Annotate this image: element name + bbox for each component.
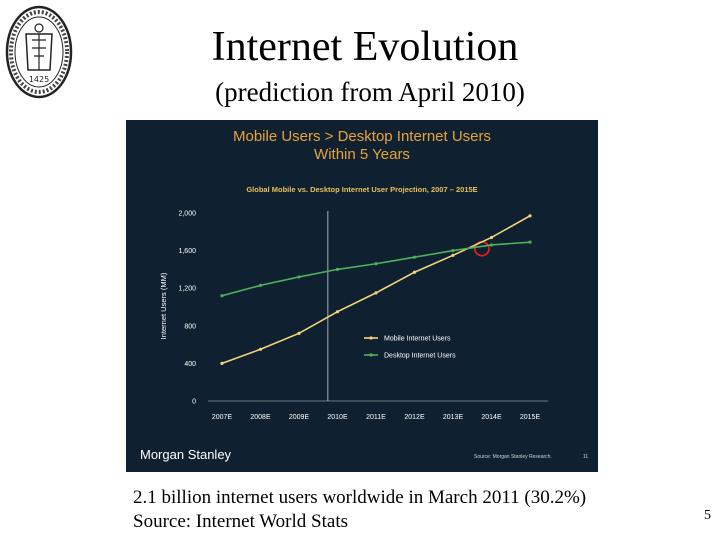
data-point — [335, 310, 340, 314]
data-point — [297, 275, 301, 279]
footer-source: Source: Internet World Stats — [133, 511, 348, 532]
panel-headline-line1: Mobile Users > Desktop Internet Users — [233, 128, 491, 145]
slide-ref: 11 — [583, 454, 588, 460]
data-point — [451, 249, 455, 253]
data-point — [489, 235, 494, 240]
legend-marker — [369, 353, 373, 357]
data-point — [412, 255, 417, 259]
x-tick-label: 2008E — [250, 414, 271, 421]
x-tick-label: 2011E — [366, 414, 386, 421]
university-seal: 1425 — [5, 5, 73, 99]
data-point — [258, 283, 263, 287]
y-tick-label: 1,200 — [178, 286, 196, 293]
legend-label: Desktop Internet Users — [384, 353, 456, 360]
brand-logo-text: Morgan Stanley — [140, 447, 232, 462]
data-point — [374, 291, 378, 295]
x-tick-label: 2012E — [404, 414, 425, 421]
data-point — [412, 270, 417, 274]
data-point — [297, 331, 301, 335]
slide-subtitle: (prediction from April 2010) — [215, 77, 525, 107]
y-tick-label: 2,000 — [178, 211, 196, 218]
data-point — [220, 361, 224, 365]
legend-marker — [369, 336, 373, 340]
data-point — [335, 267, 340, 271]
source-note: Source: Morgan Stanley Research. — [474, 454, 552, 460]
x-tick-label: 2014E — [481, 414, 502, 421]
data-point — [374, 262, 378, 266]
slide-title: Internet Evolution — [211, 24, 519, 70]
x-tick-label: 2013E — [443, 414, 464, 421]
y-axis-label: Internet Users (MM) — [159, 272, 168, 339]
y-tick-label: 0 — [192, 399, 196, 406]
x-tick-label: 2015E — [520, 414, 541, 421]
seal-year: 1425 — [29, 75, 49, 84]
footer-stat-note: 2.1 billion internet users worldwide in … — [133, 487, 587, 508]
page-number: 5 — [704, 508, 711, 523]
data-point — [528, 240, 532, 244]
y-tick-label: 400 — [184, 361, 196, 368]
y-tick-label: 1,600 — [178, 248, 196, 255]
data-point — [451, 253, 455, 257]
chart-svg: Mobile Users > Desktop Internet Users Wi… — [140, 128, 588, 462]
chart-panel: Mobile Users > Desktop Internet Users Wi… — [126, 120, 598, 472]
x-tick-label: 2007E — [212, 414, 233, 421]
x-tick-label: 2009E — [289, 414, 310, 421]
series-line-0 — [221, 215, 531, 365]
series-line-1 — [221, 241, 531, 297]
data-point — [258, 347, 263, 351]
data-point — [220, 294, 224, 298]
chart-title: Global Mobile vs. Desktop Internet User … — [246, 185, 477, 194]
panel-headline-line2: Within 5 Years — [314, 146, 410, 163]
y-tick-label: 800 — [184, 323, 196, 330]
data-point — [528, 214, 532, 218]
data-point — [489, 243, 494, 247]
x-tick-label: 2010E — [327, 414, 348, 421]
legend-label: Mobile Internet Users — [384, 336, 451, 343]
